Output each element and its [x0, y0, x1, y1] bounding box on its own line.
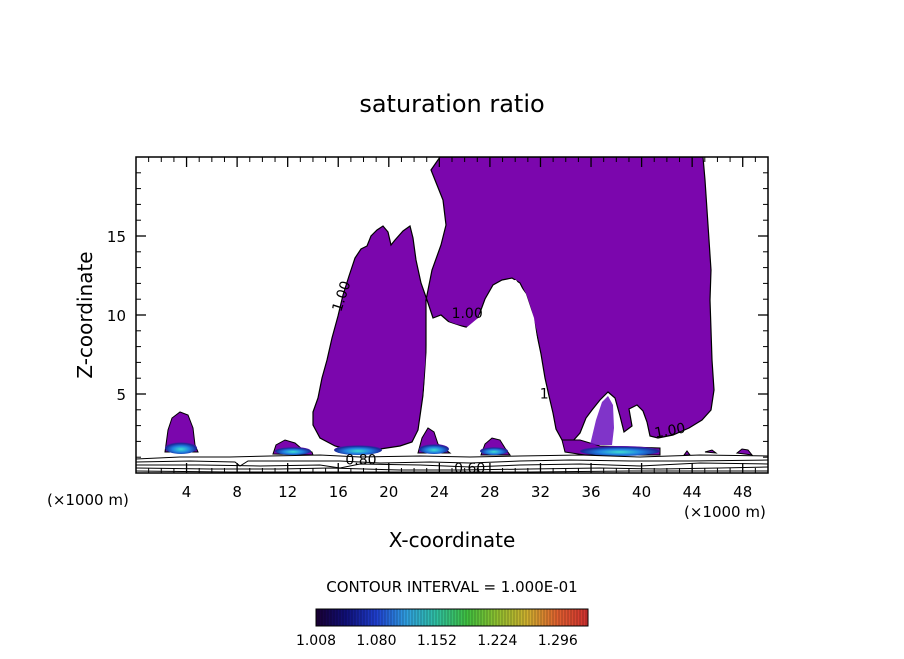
x-tick-label: 36	[581, 483, 600, 501]
x-axis-ticks: 4 8 12 16 20 24 28 32 36 40 44 48	[182, 157, 752, 501]
contour-label: 0.80	[345, 452, 376, 468]
x-tick-label: 12	[278, 483, 297, 501]
cloud-cell-48	[735, 448, 754, 456]
saturation-cloud-hole	[422, 280, 552, 448]
chart-title: saturation ratio	[359, 90, 544, 118]
cloud-cell-29-core	[480, 447, 508, 455]
y-tick-label: 5	[116, 386, 126, 404]
x-axis-label: X-coordinate	[389, 528, 516, 552]
cloud-cell-24-core	[419, 444, 449, 454]
contour-interval-text: CONTOUR INTERVAL = 1.000E-01	[326, 578, 577, 596]
cloud-cell-18-core	[334, 445, 382, 455]
x-tick-label: 24	[430, 483, 449, 501]
cloud-speck-45	[704, 449, 718, 454]
contour-label: 1	[540, 387, 549, 403]
x-tick-label: 48	[733, 483, 752, 501]
y-tick-label: 10	[107, 307, 126, 325]
contour-label: 1.00	[452, 306, 483, 322]
y-axis-ticks: 5 10 15	[107, 228, 768, 404]
colorbar-tick-label: 1.008	[296, 633, 336, 649]
y-tick-label: 15	[107, 228, 126, 246]
x-tick-label: 8	[232, 483, 242, 501]
colorbar-tick-label: 1.296	[538, 633, 578, 649]
x-tick-label: 44	[683, 483, 702, 501]
colorbar-tick-label: 1.080	[356, 633, 396, 649]
cloud-plume-37	[590, 396, 614, 445]
x-units-left: (×1000 m)	[47, 491, 129, 509]
colorbar-tick-label: 1.224	[477, 633, 517, 649]
x-tick-label: 16	[329, 483, 348, 501]
cloud-cell-4-core	[165, 442, 197, 454]
x-units-right: (×1000 m)	[684, 503, 766, 521]
cloud-speck-44	[683, 450, 691, 456]
contour-label: 0.60	[454, 461, 485, 477]
x-tick-label: 32	[531, 483, 550, 501]
minor-ticks	[136, 157, 768, 473]
cloud-cell-37-core	[580, 446, 660, 456]
cloud-cell-12-core	[275, 447, 311, 455]
colorbar-tick-label: 1.152	[417, 633, 457, 649]
colorbar: 1.008 1.080 1.152 1.224 1.296	[296, 608, 589, 649]
saturation-cloud-main	[312, 157, 715, 451]
y-axis-label: Z-coordinate	[73, 251, 97, 378]
x-tick-label: 20	[379, 483, 398, 501]
x-tick-label: 4	[182, 483, 192, 501]
contour-label: 1.00	[653, 421, 686, 442]
x-tick-label: 28	[480, 483, 499, 501]
cloud-cell-4	[164, 411, 199, 453]
x-tick-label: 40	[632, 483, 651, 501]
